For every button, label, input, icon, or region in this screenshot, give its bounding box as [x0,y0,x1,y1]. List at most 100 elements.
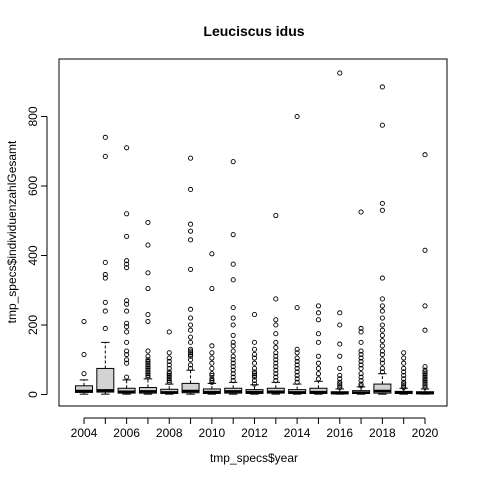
outlier-point [358,209,364,215]
outlier-point [337,384,343,391]
outlier-point [166,350,172,356]
outlier-point [145,364,151,370]
outlier-point [379,122,385,128]
outlier-point [145,242,151,248]
outlier-point [422,369,428,375]
outlier-point [422,303,428,309]
outlier-point [337,383,343,389]
outlier-point [124,233,130,239]
outlier-point [294,369,300,375]
outlier-point [209,379,215,385]
outlier-point [315,317,321,323]
outlier-point [422,364,428,370]
outlier-point [124,360,130,366]
outlier-point [188,339,194,345]
outlier-point [209,251,215,257]
outlier-point [358,329,364,335]
outlier-point [188,365,194,371]
outlier-point [188,353,194,359]
outlier-point [251,339,258,345]
outlier-point [81,351,87,358]
outlier-point [294,305,300,311]
outlier-point [124,145,130,151]
outlier-point [422,374,428,380]
outlier-point [273,357,279,363]
outlier-point [379,275,385,281]
outlier-point [401,369,407,375]
outlier-point [166,369,172,375]
box-2010 [202,382,221,395]
outlier-point [422,371,428,377]
outlier-point [188,315,194,321]
outlier-point [401,383,407,389]
outlier-point [145,360,151,366]
outlier-point [166,362,172,368]
outlier-point [124,265,130,271]
outlier-point [188,348,194,354]
outlier-point [337,322,343,328]
outlier-point [102,275,108,281]
outlier-point [273,331,279,337]
outlier-point [145,312,151,318]
outlier-point [294,355,300,361]
outlier-point [337,70,343,76]
x-tick-label: 2004 [71,426,98,440]
outlier-point [315,353,321,359]
outlier-point [294,350,300,356]
outlier-point [124,301,130,307]
outlier-point [251,369,258,375]
outlier-point [188,155,194,161]
outlier-point [124,324,130,330]
outlier-point [209,355,215,361]
outlier-point [81,371,87,377]
outlier-point [358,339,364,345]
outlier-point [188,306,194,312]
box-2014 [288,383,307,395]
outlier-point [166,355,172,361]
outlier-point [124,258,130,264]
outlier-point [273,350,279,356]
outlier-point [230,378,236,384]
outlier-point [358,325,364,332]
outlier-point [401,355,407,361]
outlier-point [230,305,236,311]
y-axis-label: tmp_specs$individuenzahlGesamt [5,140,19,323]
y-tick-label: 400 [26,245,40,265]
outlier-point [379,365,385,371]
outlier-point [273,212,279,219]
outlier-point [422,372,428,378]
outlier-point [188,322,194,328]
outlier-point [145,318,151,325]
outlier-point [145,362,151,368]
outlier-point [102,134,108,140]
box-2006 [117,379,136,395]
outlier-point [379,343,385,349]
outlier-point [209,371,215,377]
outlier-point [294,372,300,378]
outlier-point [315,310,321,316]
outlier-point [422,247,428,253]
outlier-point [102,153,108,160]
outlier-point [188,350,194,356]
outlier-point [166,358,172,365]
outlier-point [379,351,385,358]
outlier-point [379,200,385,206]
outlier-point [273,364,279,370]
outlier-point [166,374,172,380]
outlier-point [422,152,428,158]
outlier-point [358,381,364,387]
outlier-point [294,376,300,382]
outlier-point [145,372,151,378]
outlier-point [337,372,343,378]
outlier-point [124,329,130,335]
x-axis: 2004 2006 2008 2010 2012 2014 2016 2018 2020 [71,417,439,440]
outlier-point [315,376,321,382]
outlier-point [294,362,300,368]
outlier-point [145,270,151,276]
outlier-point [358,378,364,384]
outlier-point [422,379,428,385]
outlier-point [422,376,428,382]
outlier-point [379,296,385,302]
outlier-point [251,312,258,318]
